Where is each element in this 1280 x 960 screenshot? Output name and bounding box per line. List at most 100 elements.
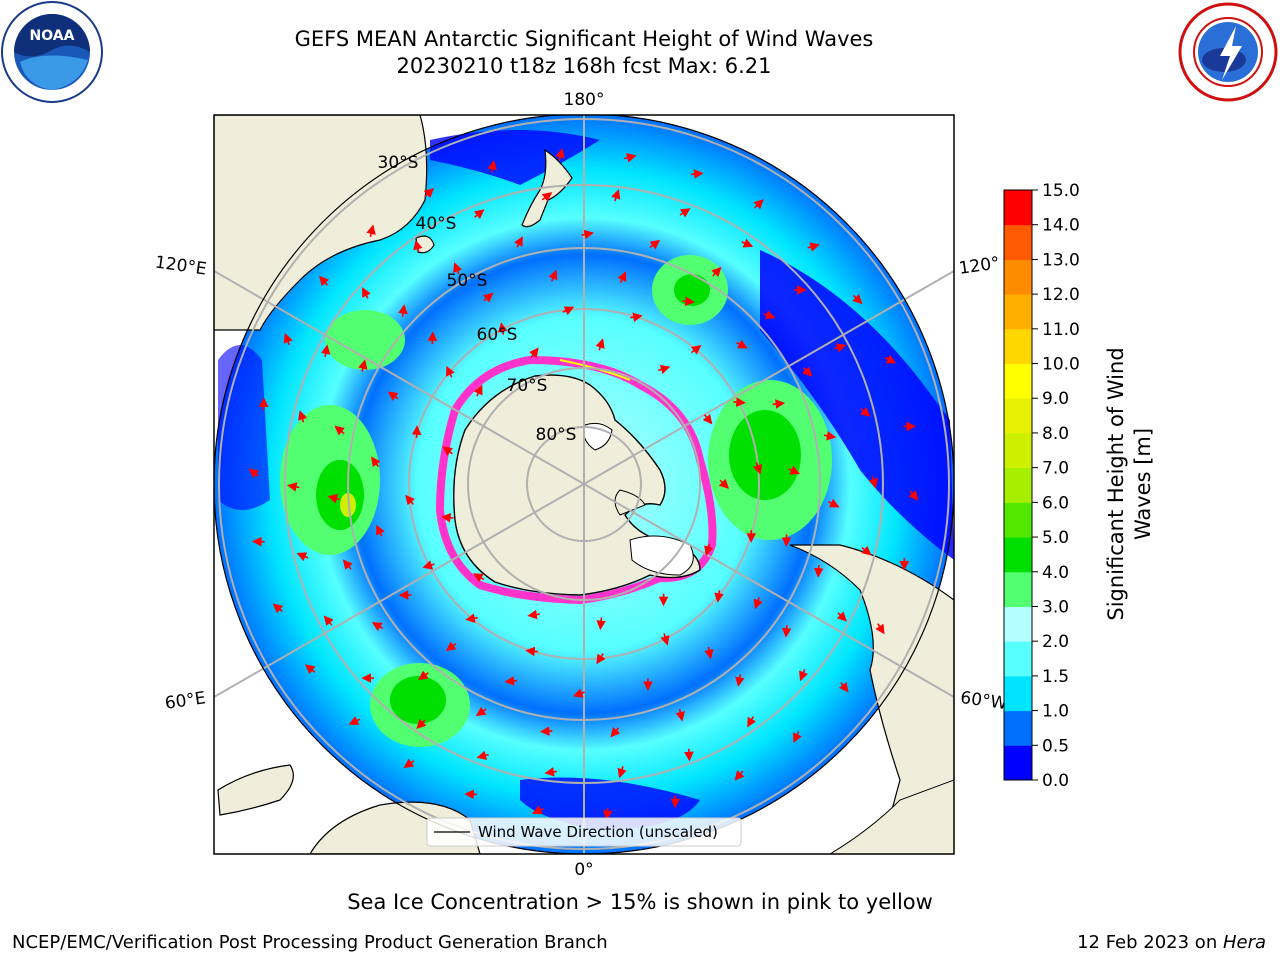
colorbar-tick-label: 4.0 (1042, 563, 1069, 583)
wind-wave-arrow-icon (838, 681, 849, 693)
wind-wave-arrow-icon (487, 159, 497, 173)
wind-wave-arrow-icon (660, 633, 670, 646)
colorbar-swatch (1004, 502, 1032, 538)
wind-wave-arrow-icon (624, 153, 637, 163)
wind-wave-arrow-icon (327, 494, 340, 504)
wind-wave-arrow-icon (334, 425, 345, 436)
colorbar-frame (1003, 189, 1033, 781)
low-wave-zone (520, 777, 700, 830)
south-america-land (789, 544, 954, 854)
wind-wave-arrow-icon (442, 446, 453, 456)
footer-host: Hera (1222, 932, 1266, 953)
wind-wave-arrow-icon (675, 708, 685, 722)
wind-wave-arrows (248, 147, 919, 821)
wind-wave-arrow-icon (704, 646, 714, 660)
colorbar-tick-label: 1.5 (1042, 667, 1069, 687)
wind-wave-arrow-icon (248, 468, 260, 479)
legend-label: Wind Wave Direction (unscaled) (478, 823, 718, 841)
wind-wave-arrow-icon (413, 239, 423, 253)
wind-wave-arrow-icon (823, 430, 837, 441)
wind-wave-arrow-icon (387, 391, 399, 401)
colorbar-label-line2: Waves [m] (1131, 428, 1155, 540)
wind-wave-arrow-icon (283, 332, 293, 346)
wind-wave-arrow-icon (690, 345, 702, 355)
wind-wave-arrow-icon (799, 669, 809, 682)
wind-wave-arrow-icon (617, 766, 627, 779)
colorbar-swatch (1004, 398, 1032, 434)
wind-wave-arrow-icon (827, 498, 840, 508)
lat-label-80s: 80°S (536, 425, 577, 445)
high-wave-zone (390, 676, 446, 724)
colorbar-tick-label: 8.0 (1042, 424, 1069, 444)
wind-wave-arrow-icon (714, 590, 724, 603)
wind-wave-arrow-icon (473, 573, 485, 583)
wind-wave-arrow-icon (403, 758, 415, 769)
wind-wave-arrow-icon (348, 716, 361, 725)
noaa-logo-icon: NOAA (1, 1, 103, 103)
wind-wave-arrow-icon (296, 552, 309, 562)
colorbar-tick-label: 0.0 (1042, 771, 1069, 791)
colorbar-swatch (1004, 294, 1032, 330)
wind-wave-arrow-icon (630, 312, 643, 322)
wind-wave-arrow-icon (807, 242, 820, 252)
map-legend: Wind Wave Direction (unscaled) (426, 817, 742, 847)
wind-wave-arrow-icon (836, 611, 847, 622)
wind-wave-arrow-icon (548, 269, 558, 282)
low-wave-zone (218, 345, 270, 510)
wind-wave-arrow-icon (464, 789, 477, 800)
wind-wave-arrow-icon (834, 343, 847, 353)
wind-wave-arrow-icon (813, 565, 824, 578)
wind-wave-arrow-icon (702, 413, 713, 425)
wind-wave-arrow-icon (531, 805, 544, 815)
lon-label-120w: 120° (958, 253, 1001, 279)
wind-wave-arrow-icon (718, 478, 730, 489)
wind-wave-arrow-icon (679, 208, 691, 218)
wind-wave-arrow-icon (475, 706, 487, 717)
footer-date-text: 12 Feb 2023 on (1077, 932, 1223, 953)
lon-label-60e: 60°E (164, 688, 207, 713)
colorbar-swatch (1004, 363, 1032, 399)
colorbar-label-line1: Significant Height of Wind (1104, 347, 1128, 620)
wind-wave-arrow-icon (852, 294, 863, 305)
wind-wave-arrow-icon (476, 750, 489, 760)
wind-wave-arrow-icon (427, 331, 438, 345)
wind-wave-arrow-icon (358, 359, 368, 372)
colorbar-swatch (1004, 641, 1032, 677)
australia-land (214, 115, 428, 331)
wind-wave-arrow-icon (287, 482, 300, 492)
colorbar-tick-label: 10.0 (1042, 355, 1080, 375)
wind-wave-arrow-icon (596, 617, 606, 631)
lon-label-180: 180° (564, 90, 605, 110)
low-wave-zone (760, 250, 954, 560)
colorbar-swatch (1004, 328, 1032, 365)
wind-wave-arrow-icon (441, 513, 454, 523)
wind-wave-arrow-icon (304, 664, 316, 675)
wind-wave-arrow-icon (658, 364, 671, 375)
colorbar-tick-label: 15.0 (1042, 181, 1080, 201)
wind-wave-arrow-icon (423, 188, 435, 199)
colorbar-tick-label: 1.0 (1042, 702, 1069, 722)
wind-wave-arrow-icon (602, 807, 613, 821)
wind-wave-arrow-icon (884, 354, 897, 364)
madagascar-land (217, 764, 294, 816)
wind-wave-arrow-icon (752, 462, 763, 475)
wind-wave-arrow-icon (610, 727, 621, 738)
wind-wave-arrow-icon (611, 189, 621, 202)
wind-wave-arrow-icon (323, 615, 334, 626)
colorbar-tick-label: 13.0 (1042, 250, 1080, 270)
wind-wave-arrow-icon (763, 310, 776, 320)
wind-wave-arrow-icon (422, 560, 435, 570)
colorbar-swatch (1004, 537, 1032, 573)
colorbar-tick-label: 5.0 (1042, 528, 1069, 548)
wind-wave-arrow-icon (371, 622, 384, 632)
wind-wave-arrow-icon (562, 306, 575, 316)
wind-wave-arrow-icon (747, 716, 757, 728)
wind-wave-arrow-icon (445, 641, 457, 652)
wind-wave-arrow-icon (319, 275, 330, 287)
wind-wave-arrow-icon (861, 545, 872, 556)
lon-label-120e: 120°E (154, 253, 208, 280)
wind-wave-arrow-icon (711, 266, 722, 278)
wind-wave-arrow-icon (736, 339, 748, 349)
map-area (214, 115, 954, 854)
high-wave-zone (316, 460, 364, 530)
